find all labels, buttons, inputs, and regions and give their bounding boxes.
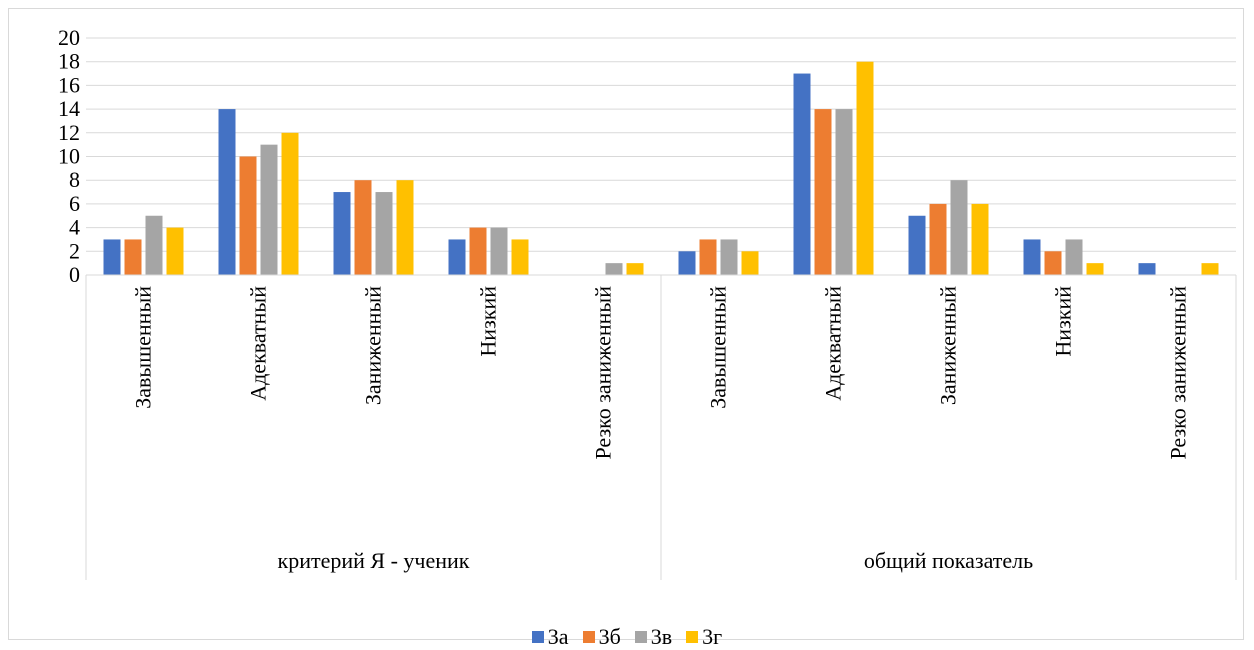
bar-3г-2 [396, 180, 414, 275]
legend-label: 3б [598, 624, 621, 649]
group-label: критерий Я - ученик [278, 548, 470, 573]
bar-3в-6 [835, 109, 853, 275]
y-tick-label: 4 [69, 215, 80, 240]
legend-item: 3а [531, 624, 569, 650]
bar-3б-6 [814, 109, 832, 275]
bar-3а-6 [793, 73, 811, 275]
category-labels: Завышенный Адекватный Заниженный Низкий Резк… [131, 286, 1191, 460]
chart-frame [8, 8, 1244, 640]
legend-swatch [686, 631, 699, 643]
bar-3а-1 [218, 109, 236, 275]
bar-3а-9 [1138, 263, 1156, 275]
bar-3в-2 [375, 192, 393, 275]
bar-3в-8 [1065, 239, 1083, 275]
bar-3в-4 [605, 263, 623, 275]
y-tick-label: 6 [69, 191, 80, 216]
y-tick-label: 12 [58, 120, 80, 145]
category-label: Низкий [476, 286, 501, 357]
bar-3а-5 [678, 251, 696, 275]
category-label: Адекватный [246, 286, 271, 401]
group-labels: критерий Я - ученик общий показатель [278, 548, 1034, 573]
legend-label: 3г [702, 624, 723, 649]
legend-item: 3в [634, 624, 673, 650]
legend-swatch [634, 631, 647, 643]
category-label: Адекватный [821, 286, 846, 401]
y-tick-label: 2 [69, 238, 80, 263]
bar-3г-9 [1201, 263, 1219, 275]
bar-3б-5 [699, 239, 717, 275]
bar-3г-1 [281, 132, 299, 275]
bar-3в-5 [720, 239, 738, 275]
y-tick-label: 8 [69, 167, 80, 192]
bar-3г-6 [856, 61, 874, 276]
bar-3а-3 [448, 239, 466, 275]
bar-3г-0 [166, 227, 184, 275]
bar-3б-8 [1044, 251, 1062, 275]
bar-3б-1 [239, 156, 257, 275]
legend: 3а 3б 3в 3г [0, 624, 1254, 650]
legend-swatch [582, 631, 595, 643]
category-label: Завышенный [706, 286, 731, 409]
bar-3а-2 [333, 192, 351, 275]
legend-item: 3б [582, 624, 621, 650]
legend-label: 3в [650, 624, 673, 649]
bar-3в-1 [260, 144, 278, 275]
bar-3б-3 [469, 227, 487, 275]
y-tick-label: 10 [58, 144, 80, 169]
bar-3г-7 [971, 203, 989, 275]
bar-3б-7 [929, 203, 947, 275]
bar-3б-0 [124, 239, 142, 275]
bar-3г-4 [626, 263, 644, 275]
bars [103, 61, 1219, 276]
category-label: Заниженный [361, 286, 386, 405]
category-label: Резко заниженный [1166, 286, 1191, 460]
bar-3а-7 [908, 215, 926, 275]
bar-3в-3 [490, 227, 508, 275]
y-tick-label: 0 [69, 262, 80, 287]
category-label: Завышенный [131, 286, 156, 409]
y-tick-label: 20 [58, 25, 80, 50]
legend-swatch [531, 631, 544, 643]
bar-3а-8 [1023, 239, 1041, 275]
category-label: Заниженный [936, 286, 961, 405]
legend-label: 3а [547, 624, 569, 649]
bar-3а-0 [103, 239, 121, 275]
axes [85, 274, 1237, 580]
legend-item: 3г [686, 624, 722, 650]
bar-3г-8 [1086, 263, 1104, 275]
bar-3г-5 [741, 251, 759, 275]
bar-3в-0 [145, 215, 163, 275]
category-label: Низкий [1051, 286, 1076, 357]
bar-3г-3 [511, 239, 529, 275]
bar-3в-7 [950, 180, 968, 275]
y-tick-label: 18 [58, 49, 80, 74]
y-tick-label: 16 [58, 72, 80, 97]
bar-3б-2 [354, 180, 372, 275]
group-label: общий показатель [864, 548, 1033, 573]
gridlines [86, 37, 1236, 276]
y-tick-label: 14 [58, 96, 80, 121]
category-label: Резко заниженный [591, 286, 616, 460]
